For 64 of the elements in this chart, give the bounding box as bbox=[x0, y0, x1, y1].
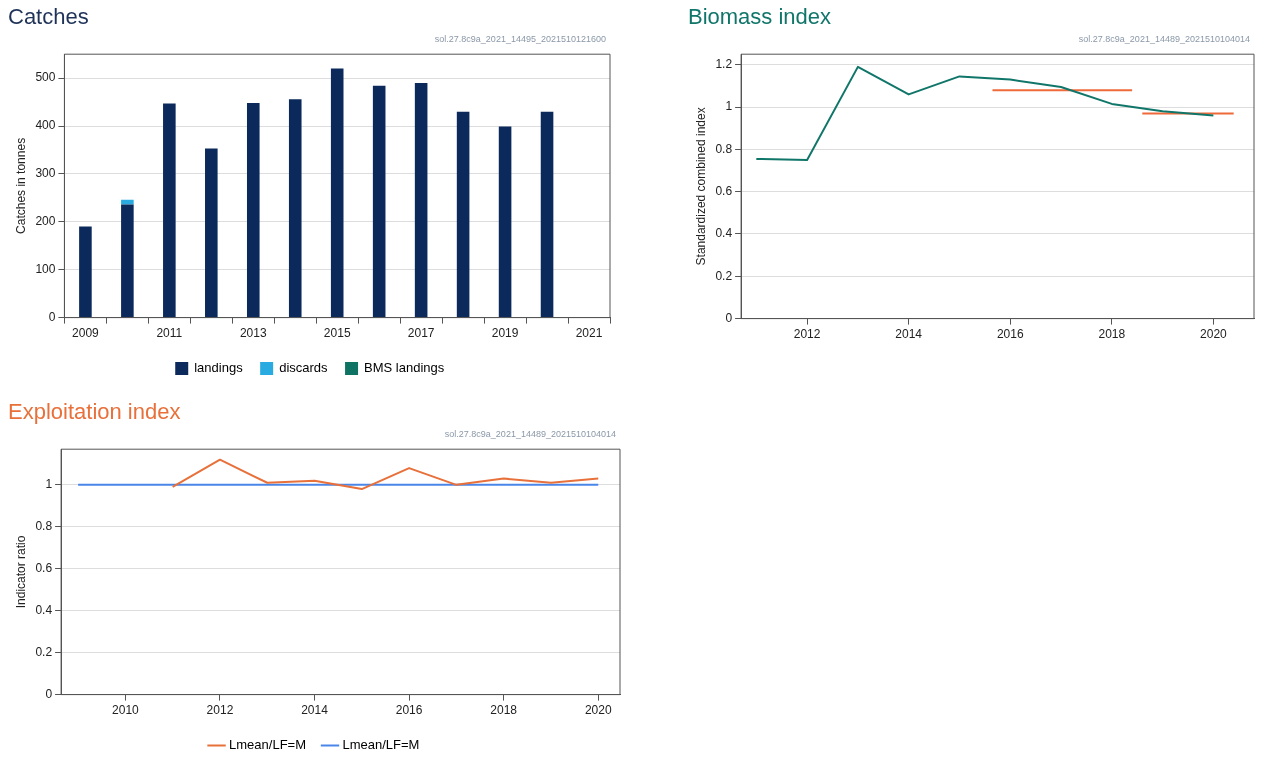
y-tick-label: 100 bbox=[35, 262, 56, 277]
bar bbox=[498, 126, 512, 318]
x-tick-label: 2020 bbox=[584, 703, 612, 718]
legend-label: Lmean/LF=M bbox=[229, 737, 306, 753]
x-tick-label: 2020 bbox=[1200, 327, 1228, 342]
legend-label: Lmean/LF=M bbox=[342, 737, 420, 753]
text: sol.27.8c9a_2021_14489_2021510104014 bbox=[1078, 34, 1250, 44]
chart-title: Biomass index bbox=[688, 4, 832, 30]
bar bbox=[121, 199, 134, 205]
x-tick-label: 2010 bbox=[112, 703, 140, 718]
chart-title: Catches bbox=[8, 4, 89, 30]
bar bbox=[246, 103, 260, 318]
bar bbox=[456, 111, 470, 318]
text: sol.27.8c9a_2021_14489_2021510104014 bbox=[444, 429, 616, 439]
x-tick-label: 2013 bbox=[239, 326, 267, 341]
y-tick-label: 0.6 bbox=[715, 184, 733, 198]
y-tick-label: 0.8 bbox=[35, 519, 53, 534]
y-tick-label: 0.4 bbox=[35, 603, 53, 618]
chart-title: Exploitation index bbox=[8, 399, 181, 425]
y-axis-title: Indicator ratio bbox=[13, 535, 28, 609]
bar bbox=[121, 204, 134, 318]
y-tick-label: 0 bbox=[45, 686, 53, 701]
y-axis-title: Catches in tonnes bbox=[13, 137, 28, 234]
y-tick-label: 0.2 bbox=[715, 268, 733, 283]
y-tick-label: 200 bbox=[35, 214, 56, 229]
x-tick-label: 2018 bbox=[1098, 327, 1126, 342]
y-tick-label: 300 bbox=[35, 166, 56, 181]
x-tick-label: 2018 bbox=[490, 703, 518, 718]
y-tick-label: 500 bbox=[35, 70, 56, 85]
x-tick-label: 2012 bbox=[206, 703, 234, 718]
y-tick-label: 400 bbox=[35, 118, 56, 133]
x-tick-label: 2014 bbox=[301, 703, 329, 718]
y-tick-label: 0 bbox=[725, 310, 733, 325]
y-tick-label: 1 bbox=[725, 99, 733, 114]
x-tick-label: 2009 bbox=[72, 326, 100, 341]
x-tick-label: 2015 bbox=[323, 326, 351, 341]
bar bbox=[372, 85, 386, 318]
bar bbox=[79, 226, 92, 318]
bar bbox=[330, 68, 344, 318]
bar bbox=[205, 148, 218, 318]
x-tick-label: 2011 bbox=[156, 326, 183, 341]
x-tick-label: 2019 bbox=[491, 326, 519, 341]
x-tick-label: 2014 bbox=[895, 327, 923, 342]
bar bbox=[414, 82, 428, 318]
bar bbox=[540, 111, 554, 318]
x-tick-label: 2012 bbox=[793, 327, 821, 342]
x-tick-label: 2017 bbox=[407, 326, 435, 341]
y-tick-label: 0.2 bbox=[35, 644, 53, 659]
y-tick-label: 0.8 bbox=[715, 141, 733, 156]
y-tick-label: 0.4 bbox=[715, 226, 733, 241]
y-axis-title: Standardized combined index bbox=[693, 107, 708, 266]
bar bbox=[163, 103, 176, 318]
y-tick-label: 0 bbox=[48, 309, 56, 324]
bar bbox=[288, 99, 302, 318]
y-tick-label: 1.2 bbox=[715, 57, 733, 72]
legend-label: discards bbox=[279, 360, 329, 376]
legend-label: BMS landings bbox=[364, 360, 445, 376]
x-tick-label: 2021 bbox=[575, 326, 603, 341]
x-tick-label: 2016 bbox=[395, 703, 423, 718]
x-tick-label: 2016 bbox=[996, 327, 1024, 342]
y-tick-label: 1 bbox=[45, 477, 53, 492]
text: sol.27.8c9a_2021_14495_2021510121600 bbox=[434, 34, 606, 44]
legend-label: landings bbox=[194, 360, 244, 376]
y-tick-label: 0.6 bbox=[35, 561, 53, 576]
